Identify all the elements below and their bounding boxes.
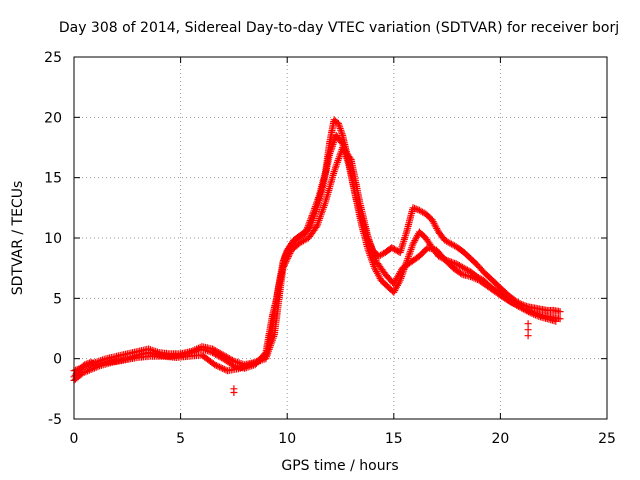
y-tick-label: 5	[53, 291, 62, 307]
data-point	[216, 363, 223, 371]
data-point	[219, 365, 227, 372]
data-point	[220, 365, 228, 373]
data-point	[556, 315, 564, 323]
y-axis-label: SDTVAR / TECUs	[10, 181, 26, 296]
x-tick-label: 25	[598, 431, 616, 447]
data-point	[338, 139, 346, 146]
data-point	[556, 308, 564, 316]
data-point	[552, 317, 560, 325]
x-axis-label: GPS time / hours	[281, 458, 398, 474]
data-point	[227, 355, 235, 363]
data-point	[225, 355, 233, 362]
data-point	[215, 349, 223, 356]
y-tick-label: 10	[44, 231, 62, 247]
data-point	[283, 256, 291, 264]
data-point	[209, 345, 217, 353]
data-point	[89, 365, 97, 373]
data-point	[92, 363, 100, 371]
x-tick-label: 0	[70, 431, 79, 447]
data-point	[221, 352, 229, 360]
data-point	[346, 154, 354, 162]
data-point	[531, 311, 539, 319]
data-point	[87, 366, 95, 373]
outlier-point	[524, 326, 532, 334]
outlier-point	[524, 332, 532, 340]
data-point	[218, 350, 226, 358]
data-point	[194, 344, 202, 352]
data-point	[281, 259, 289, 267]
data-point	[94, 363, 102, 371]
data-point	[457, 269, 465, 277]
data-point	[216, 349, 224, 357]
outlier-point	[230, 389, 238, 396]
data-point	[90, 359, 98, 367]
data-point	[91, 364, 98, 372]
data-point	[279, 264, 287, 272]
data-point	[284, 254, 292, 262]
data-point	[285, 251, 293, 259]
data-point	[79, 369, 86, 377]
data-point	[222, 353, 230, 361]
axis-ticks: 0 5 10 15 20 25 -5 0 5 10 15 20 25	[44, 50, 616, 447]
data-point	[210, 346, 218, 354]
grid	[74, 57, 607, 419]
data-point	[470, 274, 478, 282]
data-point	[85, 361, 92, 369]
x-tick-label: 15	[385, 431, 403, 447]
x-tick-label: 10	[278, 431, 296, 447]
data-point	[525, 308, 532, 316]
y-tick-label: 20	[44, 110, 62, 126]
x-tick-label: 5	[176, 431, 185, 447]
data-point	[211, 361, 219, 369]
data-point	[228, 356, 236, 364]
data-point	[80, 368, 88, 376]
data-point	[217, 364, 225, 372]
y-tick-label: -5	[48, 412, 62, 428]
data-point	[528, 310, 536, 317]
data-point	[85, 366, 93, 374]
data-point	[282, 258, 290, 266]
data-point	[467, 273, 475, 281]
data-point	[214, 362, 222, 370]
data-points	[70, 116, 564, 396]
data-point	[468, 273, 476, 281]
data-point	[280, 263, 288, 270]
data-point	[473, 276, 481, 283]
x-tick-label: 20	[491, 431, 509, 447]
data-point	[83, 362, 91, 370]
data-point	[533, 312, 541, 320]
data-point	[530, 310, 538, 318]
data-point	[213, 348, 221, 356]
y-tick-label: 25	[44, 50, 62, 66]
y-tick-label: 0	[53, 352, 62, 368]
data-point	[284, 253, 292, 261]
data-point	[212, 362, 220, 369]
data-point	[82, 368, 90, 376]
y-tick-label: 15	[44, 171, 62, 187]
data-point	[88, 360, 96, 368]
data-point	[286, 249, 294, 257]
data-point	[312, 223, 320, 231]
data-point	[281, 261, 288, 269]
data-point	[472, 275, 480, 283]
data-point	[306, 223, 314, 231]
chart-title: Day 308 of 2014, Sidereal Day-to-day VTE…	[59, 20, 619, 36]
outlier-point	[524, 320, 532, 328]
data-point	[86, 361, 94, 368]
